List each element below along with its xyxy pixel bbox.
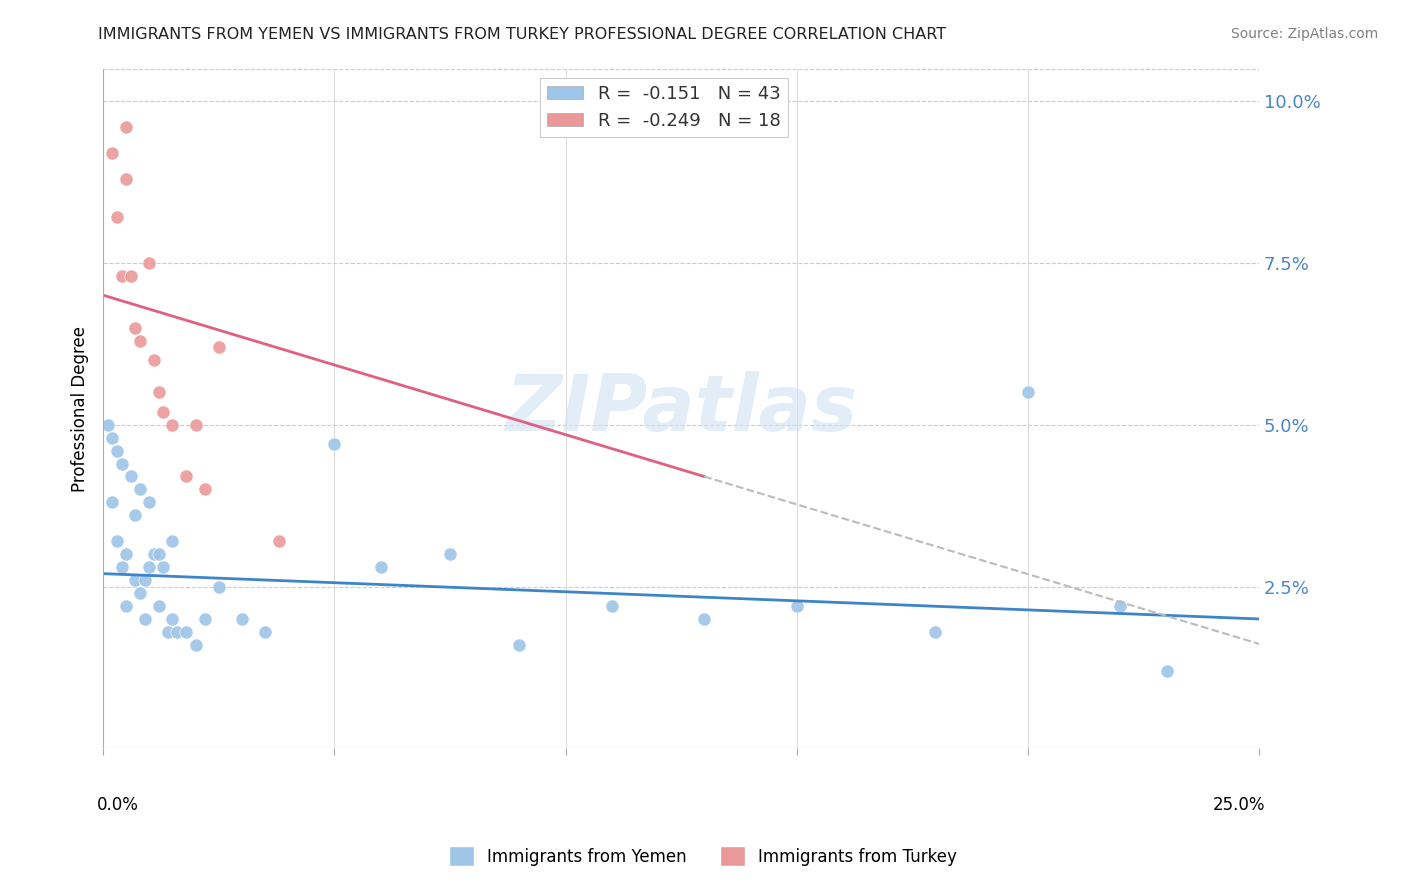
Text: Source: ZipAtlas.com: Source: ZipAtlas.com [1230,27,1378,41]
Point [148,547,170,561]
Point [194,483,217,497]
Legend: R =  -0.151   N = 43, R =  -0.249   N = 18: R = -0.151 N = 43, R = -0.249 N = 18 [540,78,787,137]
Legend: Immigrants from Yemen, Immigrants from Turkey: Immigrants from Yemen, Immigrants from T… [440,838,966,875]
Point [208,580,231,594]
Point [105,211,128,225]
Point [693,612,716,626]
Point [323,437,346,451]
Point [208,340,231,354]
Point [370,560,392,574]
Y-axis label: Professional Degree: Professional Degree [72,326,89,491]
Point [134,573,156,587]
Point [162,612,184,626]
Point [152,560,174,574]
Point [184,638,207,652]
Point [105,534,128,549]
Point [97,417,120,432]
Text: ZIPatlas: ZIPatlas [505,370,858,447]
Point [176,469,198,483]
Point [1156,664,1178,678]
Point [115,599,138,613]
Text: IMMIGRANTS FROM YEMEN VS IMMIGRANTS FROM TURKEY PROFESSIONAL DEGREE CORRELATION : IMMIGRANTS FROM YEMEN VS IMMIGRANTS FROM… [98,27,946,42]
Point [1017,385,1039,400]
Point [162,534,184,549]
Point [129,483,152,497]
Point [111,457,134,471]
Point [129,334,152,348]
Point [166,624,188,639]
Point [148,385,170,400]
Point [924,624,946,639]
Text: 0.0%: 0.0% [97,796,139,814]
Point [194,612,217,626]
Point [786,599,808,613]
Point [120,469,142,483]
Point [600,599,623,613]
Point [148,599,170,613]
Point [267,534,290,549]
Point [184,417,207,432]
Point [124,508,146,523]
Point [176,624,198,639]
Point [129,586,152,600]
Point [105,443,128,458]
Point [124,573,146,587]
Point [253,624,276,639]
Point [143,353,166,368]
Point [138,560,160,574]
Point [138,256,160,270]
Point [115,547,138,561]
Point [156,624,179,639]
Point [111,268,134,283]
Point [138,495,160,509]
Point [111,560,134,574]
Point [101,495,124,509]
Point [231,612,253,626]
Point [134,612,156,626]
Point [508,638,530,652]
Text: 25.0%: 25.0% [1212,796,1265,814]
Point [143,547,166,561]
Point [115,171,138,186]
Point [152,405,174,419]
Point [115,120,138,134]
Point [162,417,184,432]
Point [101,145,124,160]
Point [101,431,124,445]
Point [439,547,461,561]
Point [124,320,146,334]
Point [120,268,142,283]
Point [1109,599,1132,613]
